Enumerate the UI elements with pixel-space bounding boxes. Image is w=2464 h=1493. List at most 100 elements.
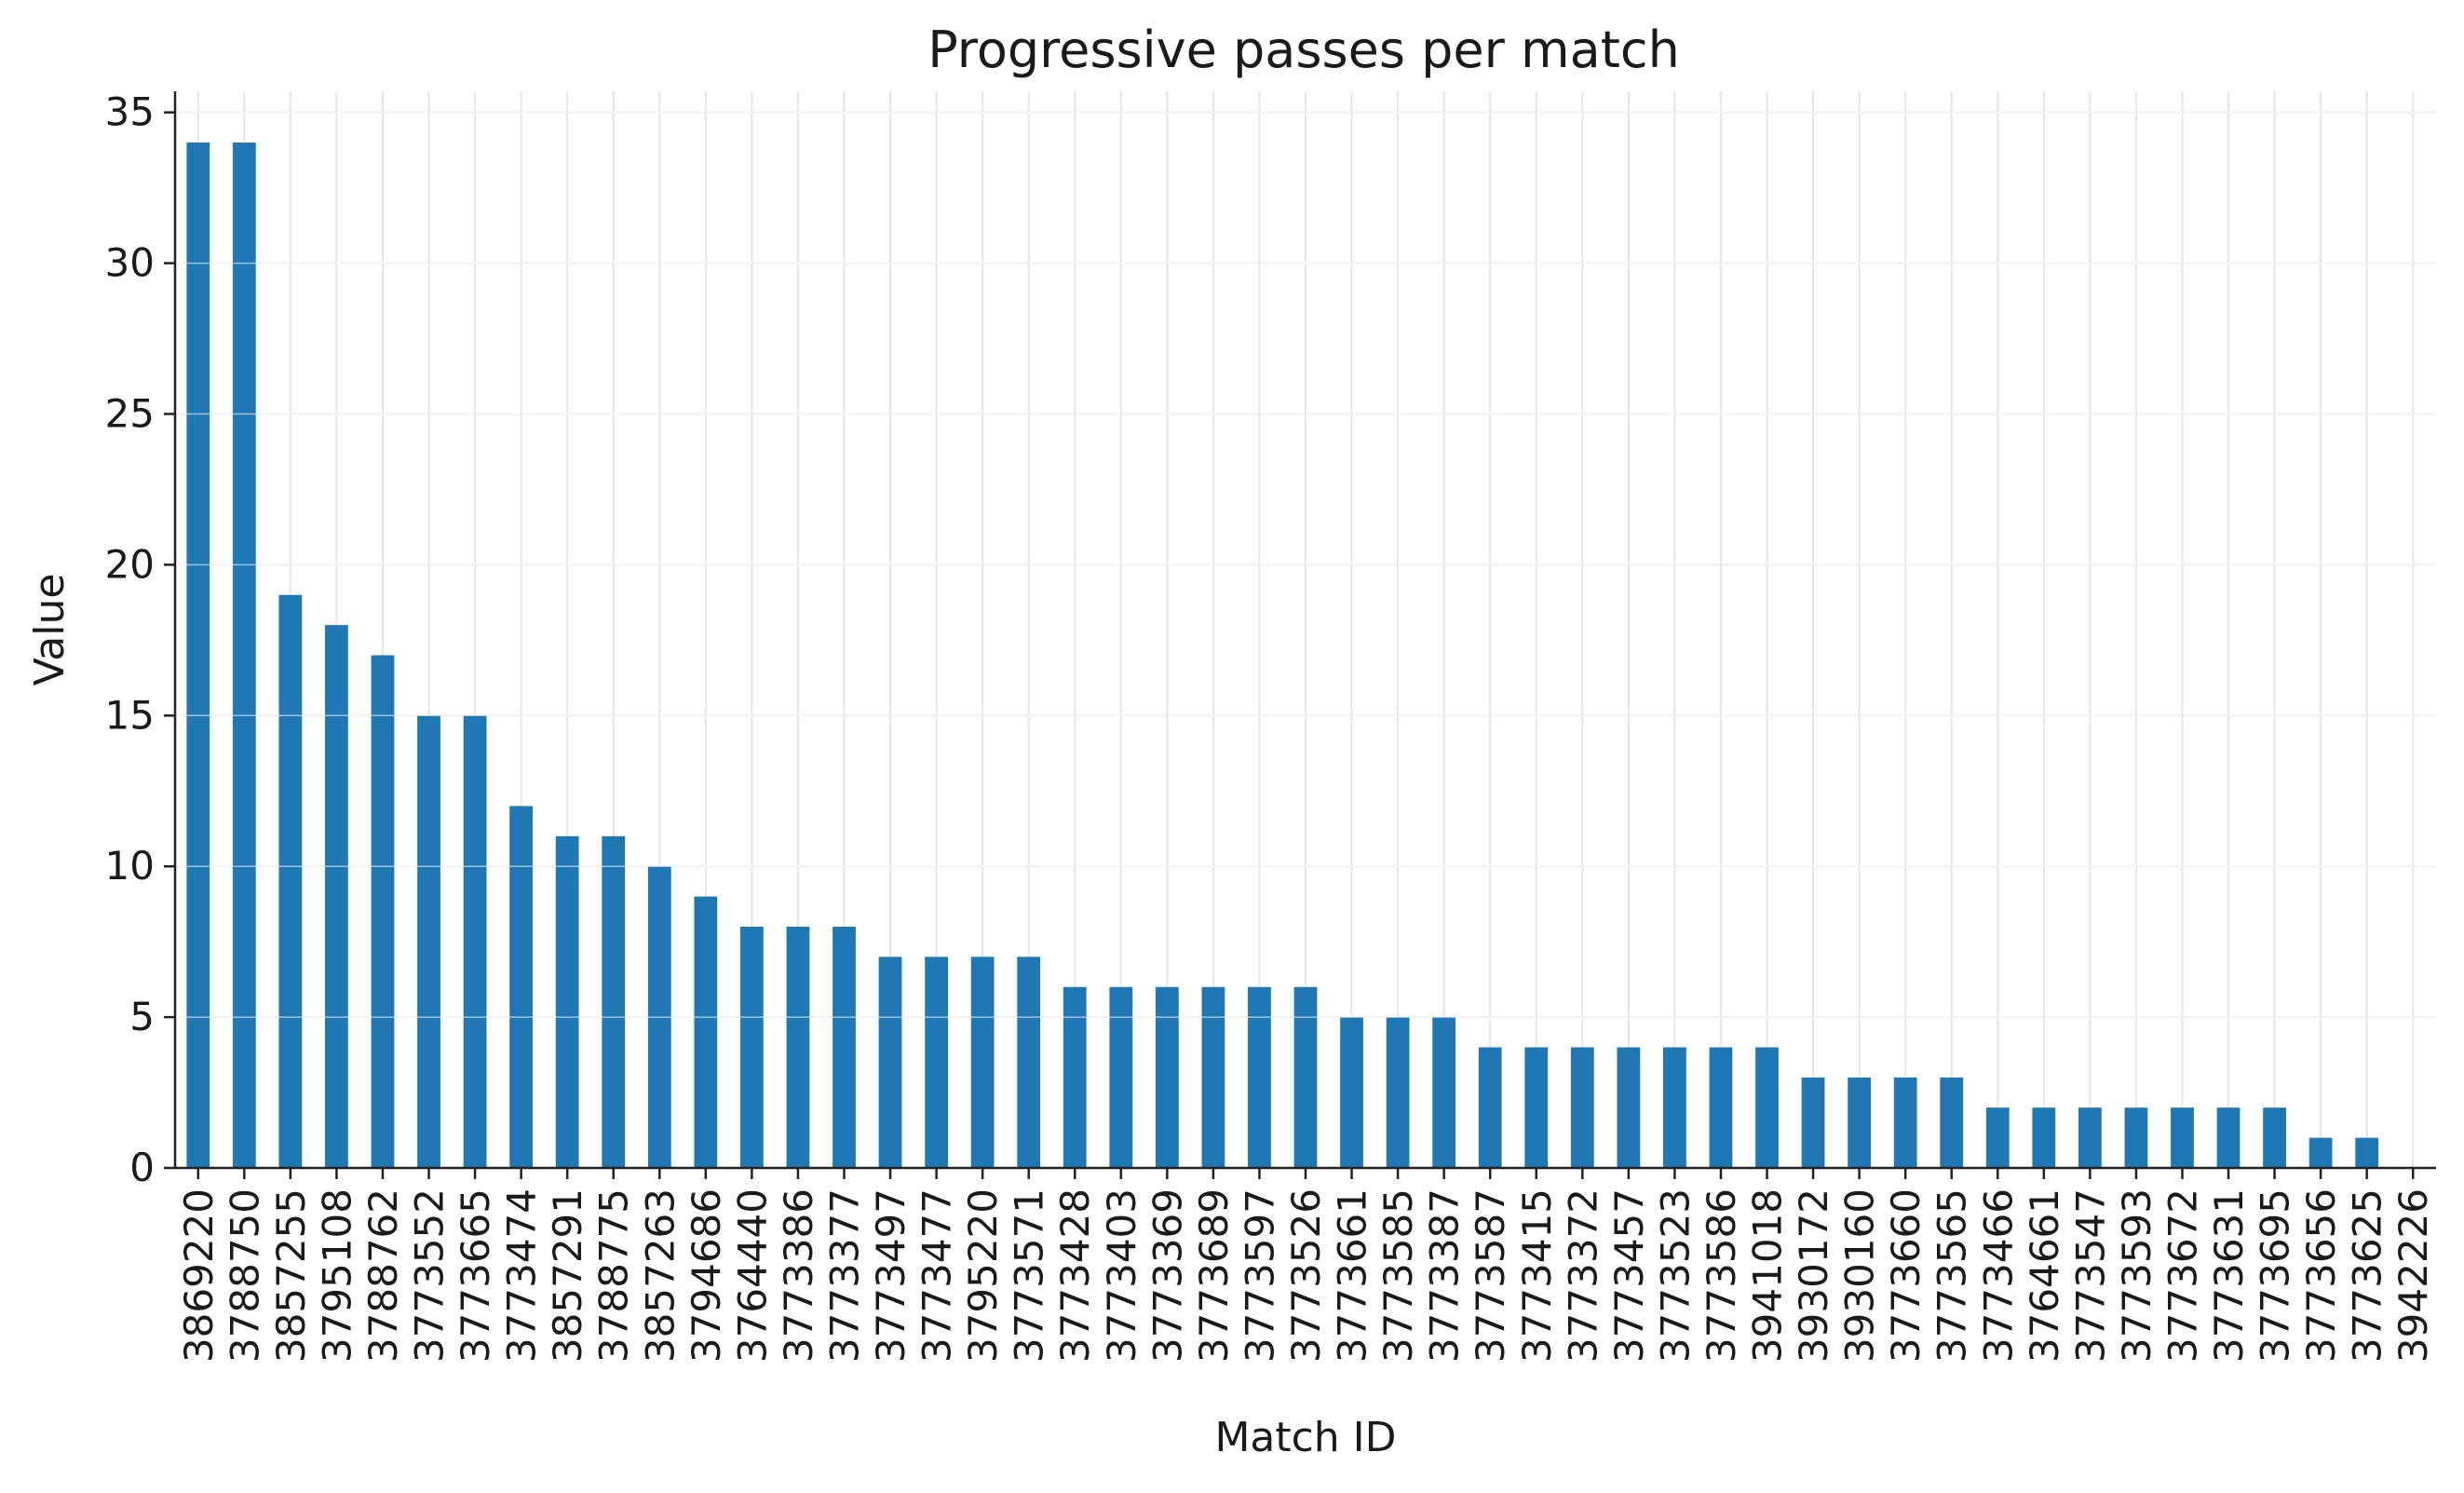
bar-3773665 bbox=[463, 715, 487, 1168]
y-tick-label: 20 bbox=[105, 541, 155, 587]
bar-3869220 bbox=[186, 143, 210, 1169]
x-tick-label: 3857263 bbox=[637, 1188, 683, 1363]
bar-3773369 bbox=[1155, 986, 1179, 1168]
bar-3773386 bbox=[786, 926, 810, 1168]
x-tick-label: 3773565 bbox=[1929, 1188, 1975, 1363]
bar-3773597 bbox=[1248, 986, 1271, 1168]
bar-3773403 bbox=[1109, 986, 1133, 1168]
bar-3773377 bbox=[833, 926, 856, 1168]
bars-layer bbox=[175, 111, 2436, 1169]
bar-3773689 bbox=[1201, 986, 1225, 1168]
x-tick-label: 3930172 bbox=[1791, 1188, 1836, 1363]
x-axis-label: Match ID bbox=[1214, 1414, 1396, 1461]
x-tick-label: 3773474 bbox=[499, 1188, 545, 1363]
y-tick-label: 5 bbox=[129, 994, 155, 1039]
y-tick-label: 15 bbox=[105, 692, 155, 738]
bar-3857291 bbox=[555, 835, 579, 1168]
x-tick-label: 3773631 bbox=[2206, 1188, 2252, 1363]
bar-3773695 bbox=[2263, 1107, 2286, 1168]
bar-3773387 bbox=[1432, 1017, 1456, 1168]
y-tick-label: 0 bbox=[129, 1145, 155, 1190]
bar-3773565 bbox=[1940, 1077, 1964, 1168]
x-tick-label: 3773625 bbox=[2345, 1188, 2390, 1363]
bar-3773547 bbox=[2078, 1107, 2102, 1168]
bar-3773415 bbox=[1524, 1047, 1549, 1168]
x-tick-label: 3773689 bbox=[1191, 1188, 1237, 1363]
x-tick-label: 3773586 bbox=[1699, 1188, 1744, 1363]
x-tick-label: 3857255 bbox=[268, 1188, 314, 1363]
bar-3773428 bbox=[1063, 986, 1087, 1168]
x-tick-label: 3773457 bbox=[1606, 1188, 1652, 1363]
bar-3773587 bbox=[1478, 1047, 1502, 1168]
bar-3788775 bbox=[602, 835, 626, 1168]
x-tick-label: 3869220 bbox=[176, 1188, 222, 1363]
bar-3764661 bbox=[2032, 1107, 2056, 1168]
x-tick-label: 3788750 bbox=[222, 1188, 267, 1363]
bar-3773497 bbox=[878, 957, 902, 1168]
bar-3764440 bbox=[740, 926, 764, 1168]
bar-3773660 bbox=[1893, 1077, 1917, 1168]
x-tick-label: 3764661 bbox=[2022, 1188, 2067, 1363]
x-tick-label: 3857291 bbox=[545, 1188, 590, 1363]
x-tick-label: 3773526 bbox=[1283, 1188, 1329, 1363]
x-tick-label: 3941018 bbox=[1745, 1188, 1791, 1363]
x-tick-label: 3773672 bbox=[2159, 1188, 2205, 1363]
y-tick-label: 10 bbox=[105, 843, 155, 889]
bar-3788762 bbox=[371, 655, 395, 1168]
bar-3794686 bbox=[694, 896, 718, 1168]
bar-3773523 bbox=[1663, 1047, 1686, 1168]
bar-3773457 bbox=[1617, 1047, 1641, 1168]
bar-3773661 bbox=[1340, 1017, 1363, 1168]
bar-3773586 bbox=[1709, 1047, 1733, 1168]
bar-3773585 bbox=[1386, 1017, 1410, 1168]
bar-3773625 bbox=[2355, 1137, 2379, 1168]
x-tick-label: 3773547 bbox=[2067, 1188, 2113, 1363]
bar-3773672 bbox=[2171, 1107, 2194, 1168]
x-tick-label: 3773377 bbox=[821, 1188, 867, 1363]
x-tick-label: 3773466 bbox=[1975, 1188, 2021, 1363]
x-tick-label: 3773552 bbox=[407, 1188, 453, 1363]
x-tick-label: 3773523 bbox=[1652, 1188, 1698, 1363]
bar-3857255 bbox=[278, 594, 303, 1168]
x-tick-label: 3773587 bbox=[1468, 1188, 1513, 1363]
x-tick-label: 3773585 bbox=[1375, 1188, 1421, 1363]
x-tick-label: 3773403 bbox=[1099, 1188, 1144, 1363]
chart-title: Progressive passes per match bbox=[927, 20, 1680, 79]
y-axis-label: Value bbox=[26, 574, 74, 686]
x-tick-label: 3942226 bbox=[2390, 1188, 2436, 1363]
x-tick-label: 3773571 bbox=[1007, 1188, 1052, 1363]
x-tick-label: 3773415 bbox=[1514, 1188, 1560, 1363]
x-tick-label: 3773386 bbox=[776, 1188, 821, 1363]
x-tick-label: 3930160 bbox=[1837, 1188, 1883, 1363]
bar-3930160 bbox=[1848, 1077, 1871, 1168]
bar-3773631 bbox=[2216, 1107, 2241, 1168]
bar-3773372 bbox=[1570, 1047, 1594, 1168]
bar-3773474 bbox=[509, 806, 534, 1168]
x-tick-label: 3795108 bbox=[314, 1188, 359, 1363]
bar-3773526 bbox=[1293, 986, 1318, 1168]
x-tick-label: 3773597 bbox=[1237, 1188, 1282, 1363]
bar-3773466 bbox=[1985, 1107, 2010, 1168]
x-tick-label: 3788775 bbox=[591, 1188, 637, 1363]
x-tick-label: 3773661 bbox=[1330, 1188, 1375, 1363]
bar-3941018 bbox=[1755, 1047, 1779, 1168]
x-tick-label: 3795220 bbox=[960, 1188, 1006, 1363]
bar-3795108 bbox=[325, 625, 348, 1168]
bar-3773571 bbox=[1017, 957, 1041, 1168]
x-tick-label: 3773428 bbox=[1052, 1188, 1098, 1363]
ticks-layer: 0 5 10 15 20 25 30 35 3869220 3788750 3857255 37951… bbox=[105, 89, 2437, 1363]
bar-3788750 bbox=[232, 143, 256, 1169]
bar-3930172 bbox=[1801, 1077, 1825, 1168]
x-tick-label: 3773372 bbox=[1560, 1188, 1605, 1363]
x-tick-label: 3773497 bbox=[868, 1188, 914, 1363]
bar-3773593 bbox=[2124, 1107, 2148, 1168]
x-tick-label: 3764440 bbox=[729, 1188, 775, 1363]
bar-3773656 bbox=[2308, 1137, 2333, 1168]
x-tick-label: 3773660 bbox=[1883, 1188, 1929, 1363]
x-tick-label: 3773665 bbox=[453, 1188, 498, 1363]
y-tick-label: 30 bbox=[105, 240, 155, 286]
bar-3773477 bbox=[925, 957, 948, 1168]
x-tick-label: 3794686 bbox=[684, 1188, 729, 1363]
bar-3795220 bbox=[970, 957, 995, 1168]
